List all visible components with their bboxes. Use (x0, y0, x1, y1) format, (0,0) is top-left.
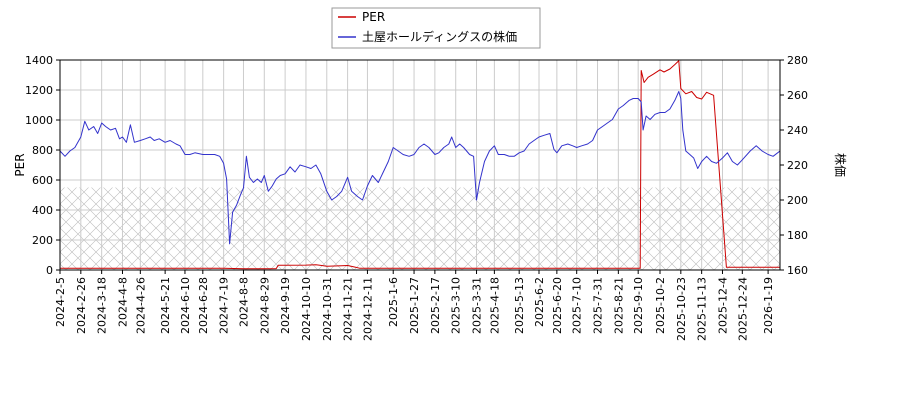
x-tick-label: 2025-11-13 (696, 277, 709, 341)
y-axis-label-left: PER (13, 153, 27, 176)
x-axis: 2024-2-5 2024-2-26 2024-3-18 2024-4-8 2024-4… (54, 270, 775, 341)
x-tick-label: 2025-2-17 (429, 277, 442, 334)
series-line-stock-price (60, 91, 780, 245)
x-tick-label: 2025-3-10 (450, 277, 463, 334)
right-tick-label: 260 (787, 89, 808, 102)
x-tick-label: 2024-12-11 (361, 277, 374, 341)
legend-box (331, 7, 541, 49)
x-tick-label: 2025-12-24 (736, 277, 749, 341)
x-tick-label: 2024-3-18 (96, 277, 109, 334)
series-line-per (60, 60, 780, 270)
left-tick-label: 800 (32, 144, 53, 157)
x-tick-label: 2025-1-6 (387, 277, 400, 327)
right-tick-label: 180 (787, 229, 808, 242)
x-tick-label: 2025-3-31 (471, 277, 484, 334)
x-tick-label: 2025-4-18 (488, 277, 501, 334)
series-layer (60, 60, 780, 270)
x-tick-label: 2025-1-27 (408, 277, 421, 334)
x-tick-label: 2024-10-31 (321, 277, 334, 341)
x-tick-label: 2025-7-10 (571, 277, 584, 334)
x-tick-label: 2025-10-2 (654, 277, 667, 334)
x-tick-label: 2024-2-26 (75, 277, 88, 334)
x-tick-label: 2024-4-8 (116, 277, 129, 327)
x-tick-label: 2026-1-19 (762, 277, 775, 334)
left-tick-label: 0 (46, 264, 53, 277)
hatched-band (60, 187, 780, 270)
right-tick-label: 240 (787, 124, 808, 137)
y-axis-label-right: 株価 (833, 153, 848, 177)
x-tick-label: 2024-2-5 (54, 277, 67, 327)
x-tick-label: 2024-8-8 (237, 277, 250, 327)
right-axis: 160 180 200 220 240 260 280 (780, 54, 808, 277)
x-tick-label: 2024-11-21 (342, 277, 355, 341)
left-tick-label: 1200 (25, 84, 53, 97)
x-tick-label: 2024-4-26 (134, 277, 147, 334)
left-tick-label: 600 (32, 174, 53, 187)
x-tick-label: 2025-5-13 (513, 277, 526, 334)
left-tick-label: 1000 (25, 114, 53, 127)
x-tick-label: 2025-6-20 (551, 277, 564, 334)
legend: PER 土屋ホールディングスの株価 (331, 7, 541, 49)
x-tick-label: 2025-10-23 (675, 277, 688, 341)
x-tick-label: 2024-8-29 (258, 277, 271, 334)
x-tick-label: 2025-7-31 (592, 277, 605, 334)
x-tick-label: 2024-7-19 (218, 277, 231, 334)
right-tick-label: 280 (787, 54, 808, 67)
x-tick-label: 2024-10-10 (300, 277, 313, 341)
x-tick-label: 2025-12-4 (716, 277, 729, 334)
right-tick-label: 160 (787, 264, 808, 277)
left-tick-label: 1400 (25, 54, 53, 67)
left-tick-label: 200 (32, 234, 53, 247)
x-tick-label: 2024-6-28 (197, 277, 210, 334)
legend-label-price: 土屋ホールディングスの株価 (362, 29, 517, 44)
x-tick-label: 2025-6-2 (533, 277, 546, 327)
left-axis: 0 200 400 600 800 1000 1200 1400 (25, 54, 60, 277)
left-tick-label: 400 (32, 204, 53, 217)
x-tick-label: 2024-5-21 (159, 277, 172, 334)
right-tick-label: 220 (787, 159, 808, 172)
x-tick-label: 2025-8-21 (612, 277, 625, 334)
x-tick-label: 2024-6-10 (179, 277, 192, 334)
x-tick-label: 2024-9-19 (279, 277, 292, 334)
right-tick-label: 200 (787, 194, 808, 207)
legend-label-per: PER (362, 10, 385, 24)
x-tick-label: 2025-9-10 (632, 277, 645, 334)
